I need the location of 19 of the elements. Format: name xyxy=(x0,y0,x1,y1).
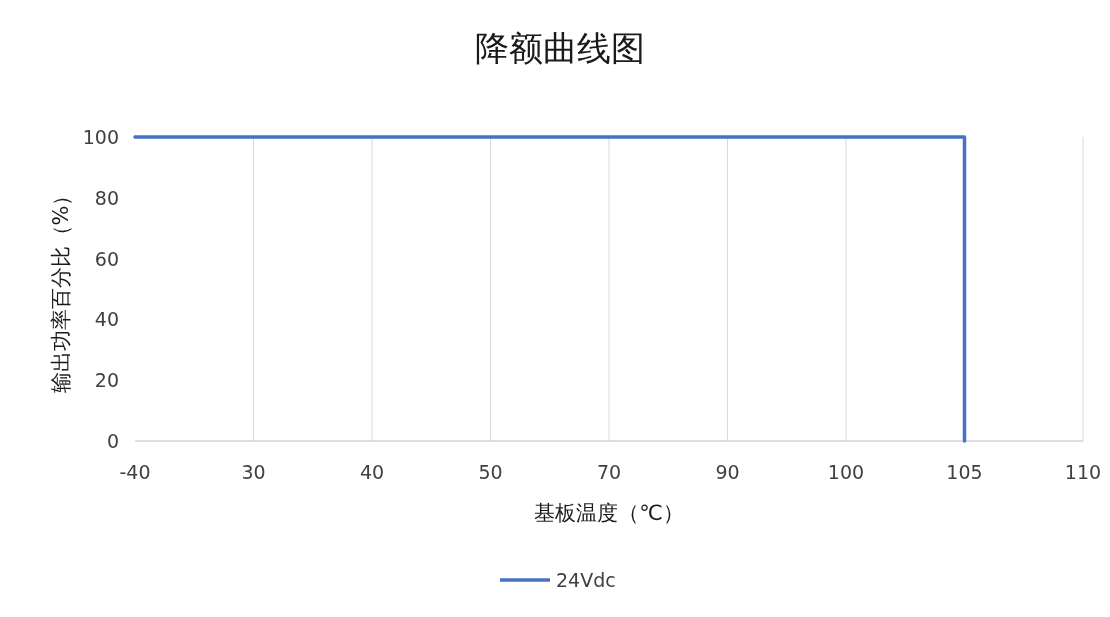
x-tick-label: 110 xyxy=(1064,461,1102,483)
x-axis-title: 基板温度（℃） xyxy=(534,501,684,525)
x-tick-label: 30 xyxy=(241,461,266,483)
y-tick-label: 60 xyxy=(94,247,119,270)
y-axis-title: 输出功率百分比（%） xyxy=(49,184,73,394)
x-tick-label: -40 xyxy=(119,461,151,483)
chart-title: 降额曲线图 xyxy=(475,28,645,68)
x-tick-label: 50 xyxy=(478,461,503,483)
y-tick-label: 20 xyxy=(94,369,119,392)
y-tick-label: 40 xyxy=(94,308,119,331)
x-tick-label: 90 xyxy=(715,461,740,483)
x-tick-label: 70 xyxy=(596,461,622,483)
legend-label: 24Vdc xyxy=(556,569,616,591)
x-tick-label: 105 xyxy=(946,461,983,483)
x-tick-label: 40 xyxy=(359,461,385,483)
y-tick-label: 80 xyxy=(94,186,119,209)
x-tick-label: 100 xyxy=(827,461,865,483)
y-tick-label: 0 xyxy=(106,430,119,452)
y-tick-label: 100 xyxy=(82,126,119,148)
